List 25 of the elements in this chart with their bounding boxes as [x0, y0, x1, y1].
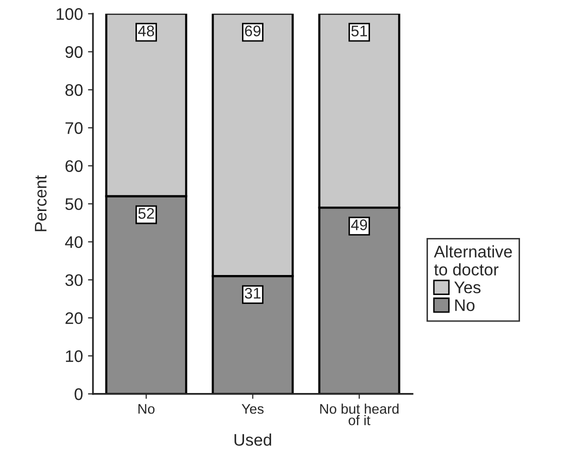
- y-tick-label: 60: [66, 160, 83, 172]
- data-label: 49: [351, 219, 368, 230]
- legend-title: Alternative to doctor: [434, 245, 512, 276]
- y-tick-label: 100: [56, 8, 83, 20]
- y-tick-label: 70: [66, 122, 83, 134]
- x-axis-title: Used: [234, 434, 272, 446]
- data-label: 69: [245, 26, 261, 36]
- y-tick-label: 10: [66, 350, 83, 362]
- legend-label: Yes: [454, 282, 480, 294]
- x-tick-label: No: [138, 404, 155, 414]
- y-tick-label: 80: [65, 84, 83, 96]
- y-tick-label: 30: [65, 274, 83, 286]
- y-tick-label: 0: [74, 388, 83, 400]
- y-axis-title: Percent: [34, 175, 47, 232]
- data-label: 48: [138, 26, 154, 36]
- x-tick-label: Yes: [242, 404, 264, 414]
- y-tick-label: 90: [65, 46, 83, 58]
- y-tick-label: 50: [65, 198, 83, 210]
- data-label: 31: [244, 288, 260, 299]
- x-tick-label: No but heard of it: [320, 404, 399, 426]
- y-tick-label: 20: [66, 312, 83, 324]
- y-tick-label: 40: [65, 236, 83, 248]
- legend-label: No: [455, 299, 475, 312]
- data-label: 51: [351, 26, 368, 36]
- data-label: 52: [138, 208, 154, 219]
